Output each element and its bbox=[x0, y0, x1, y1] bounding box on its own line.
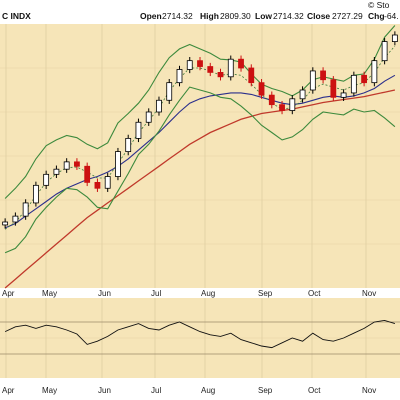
candle-body bbox=[74, 161, 80, 167]
candle-body bbox=[104, 176, 111, 189]
bollinger-upper-band bbox=[4, 25, 396, 199]
candle-body bbox=[289, 98, 296, 111]
header-symbol: C INDX bbox=[2, 11, 31, 21]
candle-body bbox=[156, 99, 162, 113]
rsi-line bbox=[4, 319, 396, 349]
candle-body bbox=[22, 202, 29, 217]
watermark-text: © Sto bbox=[368, 0, 390, 10]
x-tick-label: Aug bbox=[201, 386, 215, 395]
header-chg-label: Chg bbox=[368, 11, 385, 21]
candle-body bbox=[381, 41, 388, 62]
candle-body bbox=[135, 121, 142, 139]
x-tick-label: Nov bbox=[362, 386, 376, 395]
ma-long-line bbox=[4, 89, 396, 289]
candle-body bbox=[12, 215, 19, 223]
candle-body bbox=[227, 58, 234, 78]
x-tick-label: Oct bbox=[308, 289, 321, 298]
x-tick-label: Oct bbox=[308, 386, 321, 395]
candle-body bbox=[2, 221, 9, 226]
candle-body bbox=[186, 60, 193, 70]
price-series bbox=[2, 25, 398, 289]
ma-short-line bbox=[4, 45, 396, 230]
price-gridlines bbox=[0, 24, 400, 288]
header-low-label: Low bbox=[255, 11, 272, 21]
x-tick-label: Nov bbox=[362, 289, 376, 298]
candle-body bbox=[217, 72, 224, 78]
candle-body bbox=[238, 58, 244, 69]
header-high-value: 2809.30 bbox=[220, 11, 251, 21]
candle-body bbox=[63, 161, 70, 170]
candle-body bbox=[248, 67, 255, 84]
x-tick-label: Sep bbox=[258, 386, 273, 395]
candle-body bbox=[84, 165, 91, 183]
x-tick-label: May bbox=[42, 386, 57, 395]
candle-body bbox=[320, 70, 326, 81]
x-tick-label: Jun bbox=[98, 289, 111, 298]
x-tick-label: Jun bbox=[98, 386, 111, 395]
candle-body bbox=[330, 79, 337, 98]
candle-body bbox=[43, 173, 50, 186]
candle-body bbox=[258, 82, 265, 96]
x-tick-label: Apr bbox=[2, 289, 15, 298]
candle-body bbox=[391, 34, 398, 42]
candle-body bbox=[125, 137, 132, 152]
x-tick-label: Aug bbox=[201, 289, 215, 298]
candle-body bbox=[279, 104, 285, 111]
header-high-label: High bbox=[200, 11, 219, 21]
ma-mid-line bbox=[4, 74, 396, 229]
candle-body bbox=[361, 74, 368, 84]
candle-body bbox=[115, 151, 121, 177]
candle-body bbox=[350, 74, 357, 94]
candle-body bbox=[53, 168, 60, 175]
candle-body bbox=[309, 70, 316, 91]
header-open-label: Open bbox=[140, 11, 162, 21]
candle-body bbox=[340, 92, 347, 98]
candle-body bbox=[299, 89, 306, 100]
candle-body bbox=[197, 60, 203, 67]
x-tick-label: May bbox=[42, 289, 57, 298]
candle-body bbox=[94, 181, 101, 189]
x-tick-label: Jul bbox=[151, 386, 161, 395]
header-chg-value: -64. bbox=[384, 11, 399, 21]
x-tick-label: Jul bbox=[151, 289, 161, 298]
candle-body bbox=[176, 69, 183, 84]
candle-body bbox=[371, 60, 378, 84]
candle-body bbox=[32, 184, 39, 204]
header-low-value: 2714.32 bbox=[273, 11, 304, 21]
header-close-label: Close bbox=[307, 11, 330, 21]
price-x-axis-labels: Apr May Jun Jul Aug Sep Oct Nov bbox=[2, 289, 376, 298]
x-tick-label: Sep bbox=[258, 289, 273, 298]
header-close-value: 2727.29 bbox=[332, 11, 363, 21]
candle-body bbox=[268, 94, 275, 106]
chart-header: C INDX Open 2714.32 High 2809.30 Low 271… bbox=[2, 0, 399, 21]
candle-body bbox=[166, 82, 173, 101]
rsi-gridlines bbox=[0, 298, 400, 378]
bollinger-lower-band bbox=[4, 86, 396, 254]
rsi-series bbox=[4, 319, 396, 349]
candle-body bbox=[145, 111, 152, 123]
candle-body bbox=[207, 66, 214, 73]
rsi-x-axis-labels: Apr May Jun Jul Aug Sep Oct Nov bbox=[2, 386, 376, 395]
x-tick-label: Apr bbox=[2, 386, 15, 395]
header-open-value: 2714.32 bbox=[162, 11, 193, 21]
